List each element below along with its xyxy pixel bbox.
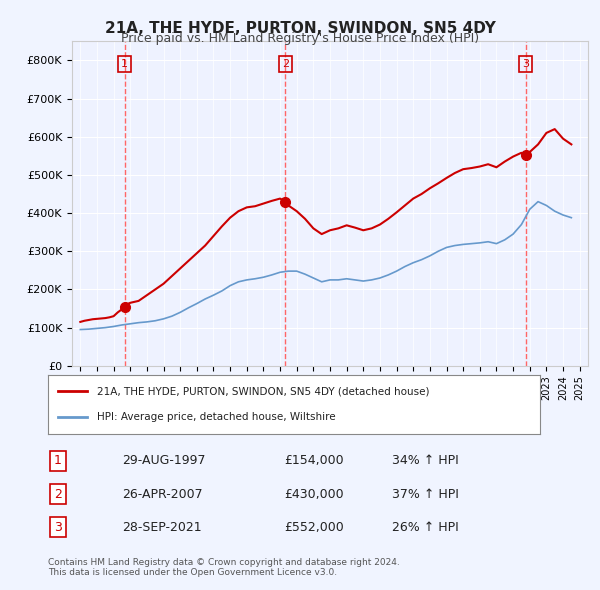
Text: £154,000: £154,000 — [284, 454, 344, 467]
Text: 2: 2 — [54, 487, 62, 500]
Text: 29-AUG-1997: 29-AUG-1997 — [122, 454, 205, 467]
Text: 26-APR-2007: 26-APR-2007 — [122, 487, 202, 500]
Text: 1: 1 — [121, 59, 128, 69]
Text: 21A, THE HYDE, PURTON, SWINDON, SN5 4DY (detached house): 21A, THE HYDE, PURTON, SWINDON, SN5 4DY … — [97, 386, 430, 396]
Text: HPI: Average price, detached house, Wiltshire: HPI: Average price, detached house, Wilt… — [97, 412, 336, 422]
Text: 37% ↑ HPI: 37% ↑ HPI — [392, 487, 459, 500]
Text: £430,000: £430,000 — [284, 487, 344, 500]
Text: 1: 1 — [54, 454, 62, 467]
Text: This data is licensed under the Open Government Licence v3.0.: This data is licensed under the Open Gov… — [48, 568, 337, 576]
Text: 3: 3 — [522, 59, 529, 69]
Text: Contains HM Land Registry data © Crown copyright and database right 2024.: Contains HM Land Registry data © Crown c… — [48, 558, 400, 566]
Text: 3: 3 — [54, 520, 62, 534]
Text: Price paid vs. HM Land Registry's House Price Index (HPI): Price paid vs. HM Land Registry's House … — [121, 32, 479, 45]
Text: 28-SEP-2021: 28-SEP-2021 — [122, 520, 202, 534]
Text: 2: 2 — [282, 59, 289, 69]
Text: 26% ↑ HPI: 26% ↑ HPI — [392, 520, 459, 534]
Text: 34% ↑ HPI: 34% ↑ HPI — [392, 454, 459, 467]
Text: £552,000: £552,000 — [284, 520, 344, 534]
Text: 21A, THE HYDE, PURTON, SWINDON, SN5 4DY: 21A, THE HYDE, PURTON, SWINDON, SN5 4DY — [104, 21, 496, 35]
